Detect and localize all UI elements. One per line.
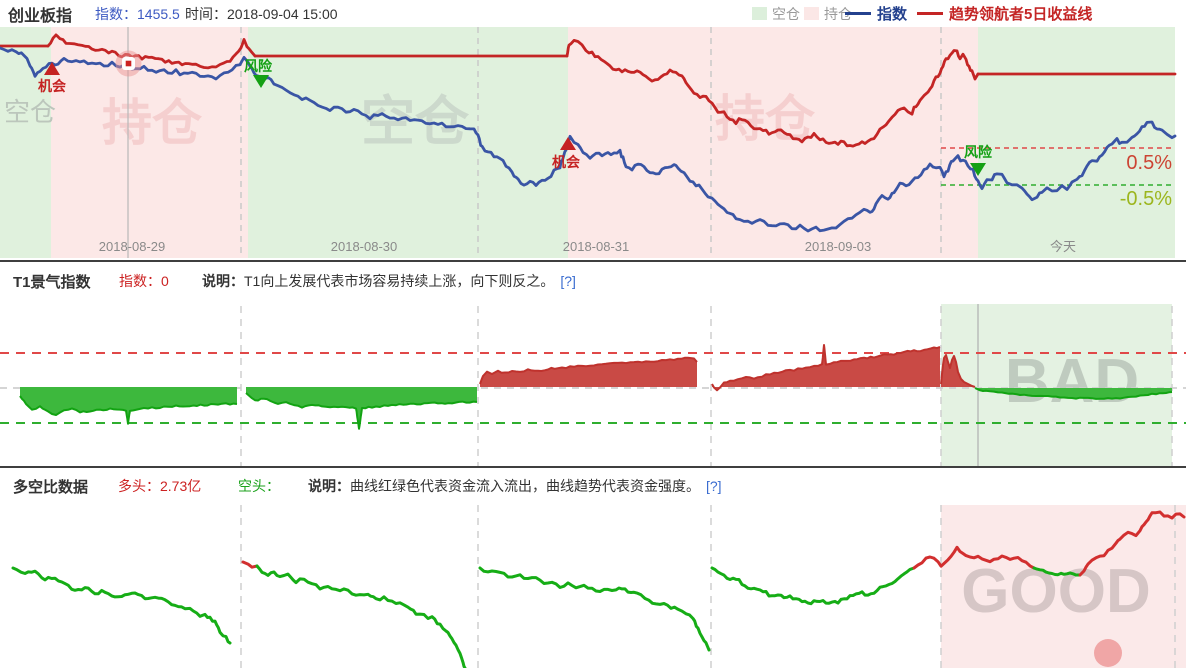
t1-positive-area-edge bbox=[940, 354, 976, 388]
zone-today bbox=[941, 304, 1172, 466]
date-label: 2018-08-29 bbox=[99, 239, 166, 254]
date-label: 2018-08-30 bbox=[331, 239, 398, 254]
zone-holding bbox=[51, 27, 248, 258]
panel-divider bbox=[0, 466, 1186, 468]
money-flow-in bbox=[241, 560, 259, 569]
money-flow-out bbox=[11, 566, 232, 645]
time-value: 2018-09-04 15:00 bbox=[227, 5, 338, 22]
longshort-chart[interactable]: GOOD bbox=[0, 505, 1186, 668]
t1-negative-area-edge bbox=[245, 392, 478, 430]
time-label: 时间： bbox=[185, 5, 227, 22]
watermark-bad: BAD bbox=[1005, 347, 1139, 416]
t1-positive-area bbox=[941, 355, 975, 387]
t1-negative-area bbox=[20, 387, 237, 424]
trend-line bbox=[565, 39, 980, 148]
buy-signal-triangle-icon bbox=[560, 137, 576, 150]
longshort-header: 多空比数据 多头： 2.73亿 空头： 说明： 曲线红绿色代表资金流入流出，曲线… bbox=[0, 469, 1186, 503]
date-label: 今天 bbox=[1050, 239, 1076, 254]
longshort-help-link[interactable]: [?] bbox=[706, 478, 722, 494]
longshort-note-label: 说明： bbox=[308, 478, 350, 494]
t1-negative-area-edge bbox=[19, 395, 238, 425]
threshold-down-label: -0.5% bbox=[1120, 188, 1172, 210]
sell-signal-triangle-icon bbox=[253, 75, 269, 88]
t1-positive-area bbox=[712, 345, 940, 391]
t1-positive-area bbox=[480, 357, 697, 387]
index-line bbox=[0, 46, 1177, 233]
zone-flat bbox=[978, 27, 1175, 258]
long-label: 多头： bbox=[118, 478, 160, 494]
index-value: 1455.5 bbox=[137, 5, 180, 22]
t1-note: T1向上发展代表市场容易持续上涨，向下则反之。 bbox=[244, 273, 555, 289]
panel-divider bbox=[0, 260, 1186, 262]
trend-line-swatch bbox=[917, 12, 943, 15]
sell-signal-triangle-icon bbox=[970, 163, 986, 176]
index-line-swatch bbox=[845, 12, 871, 15]
money-flow-out bbox=[255, 564, 467, 668]
chinext-header: 创业板指 指数： 1455.5 时间： 2018-09-04 15:00 空仓 … bbox=[0, 0, 1186, 27]
buy-signal-label: 机会 bbox=[552, 154, 581, 170]
trend-line bbox=[46, 33, 257, 70]
position-marker-dot bbox=[125, 60, 132, 67]
watermark-good: GOOD bbox=[961, 557, 1150, 626]
t1-positive-area-edge bbox=[479, 356, 698, 385]
holding-swatch bbox=[804, 7, 819, 20]
flat-swatch bbox=[752, 7, 767, 20]
buy-signal-triangle-icon bbox=[44, 62, 60, 75]
t1-help-link[interactable]: [?] bbox=[560, 273, 576, 289]
date-label: 2018-08-31 bbox=[563, 239, 630, 254]
date-label: 2018-09-03 bbox=[805, 239, 872, 254]
t1-header: T1景气指数 指数： 0 说明： T1向上发展代表市场容易持续上涨，向下则反之。… bbox=[0, 264, 1186, 298]
short-label: 空头： bbox=[238, 478, 280, 494]
t1-title: T1景气指数 bbox=[13, 273, 91, 291]
t1-index-value: 0 bbox=[161, 273, 169, 289]
t1-chart[interactable]: BAD bbox=[0, 300, 1186, 466]
money-flow-in bbox=[1078, 510, 1186, 577]
longshort-title: 多空比数据 bbox=[13, 478, 89, 496]
highlight-dot bbox=[1094, 639, 1122, 667]
legend-holding-label: 持仓 bbox=[824, 5, 852, 22]
legend-index-label: 指数 bbox=[877, 6, 908, 23]
sell-signal-label: 风险 bbox=[964, 144, 993, 160]
legend-item-flat[interactable]: 空仓 bbox=[752, 0, 800, 27]
sell-signal-label: 风险 bbox=[244, 58, 273, 74]
threshold-up-label: 0.5% bbox=[1126, 152, 1172, 174]
t1-negative-area-edge bbox=[974, 387, 1173, 400]
page-title: 创业板指 bbox=[8, 7, 73, 25]
zone-holding bbox=[568, 27, 978, 258]
index-label: 指数： bbox=[95, 5, 137, 22]
t1-negative-area bbox=[975, 388, 1172, 399]
longshort-note: 曲线红绿色代表资金流入流出，曲线趋势代表资金强度。 bbox=[350, 478, 700, 494]
zone-flat bbox=[248, 27, 568, 258]
legend-item-trend[interactable]: 趋势领航者5日收益线 bbox=[917, 0, 1092, 27]
zone-flat bbox=[0, 27, 51, 258]
money-flow-out bbox=[1032, 566, 1082, 577]
money-flow-out bbox=[710, 566, 916, 606]
money-flow-out bbox=[478, 566, 711, 652]
long-value: 2.73亿 bbox=[160, 478, 202, 494]
money-flow-in bbox=[912, 545, 1036, 570]
t1-positive-area-edge bbox=[711, 344, 941, 392]
watermark-holding: 持仓 bbox=[102, 95, 203, 151]
t1-index-label: 指数： bbox=[119, 273, 161, 289]
legend-flat-label: 空仓 bbox=[772, 5, 800, 22]
legend-trend-label: 趋势领航者5日收益线 bbox=[949, 6, 1093, 23]
watermark-flat-small: 空仓 bbox=[4, 97, 56, 127]
zone-good bbox=[941, 505, 1186, 668]
t1-note-label: 说明： bbox=[202, 273, 244, 289]
legend-item-holding[interactable]: 持仓 bbox=[804, 0, 852, 27]
watermark-flat: 空仓 bbox=[361, 92, 470, 152]
legend-item-index[interactable]: 指数 bbox=[845, 0, 907, 27]
buy-signal-label: 机会 bbox=[38, 78, 67, 94]
